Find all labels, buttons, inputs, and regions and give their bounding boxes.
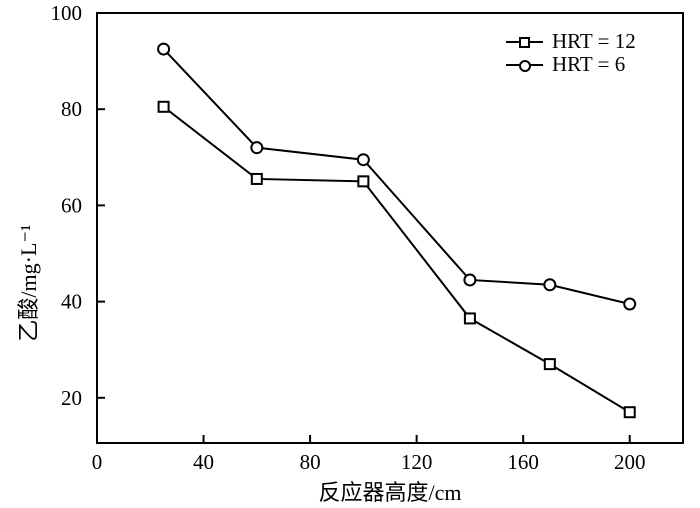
data-point-hrt-12 — [250, 172, 263, 185]
series-line-hrt-12 — [162, 106, 631, 414]
data-point-hrt-6 — [250, 141, 264, 155]
x-tick-label-200: 200 — [614, 450, 646, 474]
y-tick-label-20: 20 — [61, 386, 82, 410]
y-tick-label-100: 100 — [51, 1, 83, 25]
legend-item-hrt-12: HRT = 12 — [506, 29, 636, 53]
plot-border — [96, 12, 684, 444]
y-tick-label-40: 40 — [61, 290, 82, 314]
data-point-hrt-6 — [623, 297, 637, 311]
legend-label-hrt-6: HRT = 6 — [552, 52, 626, 76]
x-tick-label-0: 0 — [92, 450, 103, 474]
y-tick-label-80: 80 — [61, 97, 82, 121]
data-point-hrt-6 — [463, 273, 477, 287]
x-tick-label-80: 80 — [300, 450, 321, 474]
circle-marker-icon — [506, 58, 543, 72]
data-point-hrt-6 — [543, 278, 557, 292]
data-point-hrt-12 — [543, 358, 556, 371]
data-point-hrt-12 — [357, 175, 370, 188]
legend: HRT = 12 HRT = 6 — [506, 29, 636, 76]
x-tick-label-40: 40 — [193, 450, 214, 474]
legend-label-hrt-12: HRT = 12 — [552, 29, 636, 53]
legend-item-hrt-6: HRT = 6 — [506, 52, 636, 76]
series-line-hrt-6 — [162, 48, 630, 305]
data-point-hrt-12 — [157, 100, 170, 113]
x-tick-label-160: 160 — [507, 450, 539, 474]
x-axis-title: 反应器高度/cm — [318, 480, 462, 505]
square-marker-icon — [506, 35, 543, 49]
y-tick-label-60: 60 — [61, 193, 82, 217]
data-point-hrt-12 — [623, 406, 636, 419]
data-point-hrt-6 — [356, 153, 370, 167]
y-axis-title: 乙酸/mg·L⁻¹ — [16, 224, 41, 342]
x-tick-label-120: 120 — [401, 450, 433, 474]
data-point-hrt-6 — [157, 42, 171, 56]
data-point-hrt-12 — [463, 312, 476, 325]
